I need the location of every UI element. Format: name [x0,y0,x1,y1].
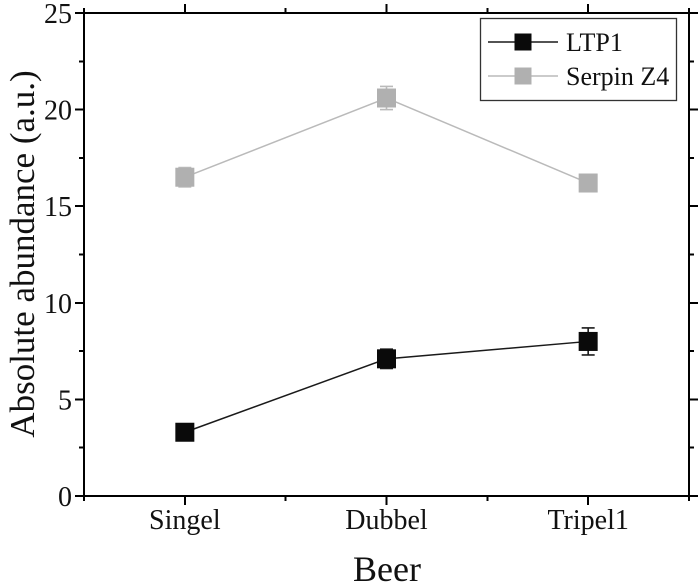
x-category-label: Singel [149,505,221,536]
x-category-label: Tripel1 [547,505,628,536]
data-point-ltp1-singel [175,422,195,442]
x-category-label: Dubbel [345,505,428,536]
y-tick-label: 25 [44,0,72,30]
legend-box [479,17,678,102]
y-axis-title: Absolute abundance (a.u.) [3,70,42,437]
legend-marker-serpin-z4 [514,67,532,85]
data-point-ltp1-dubbel [377,349,396,369]
data-point-serpin-z4-singel [175,167,195,187]
legend-item-serpin-z4: Serpin Z4 [488,62,669,91]
legend-label-ltp1: LTP1 [566,28,623,57]
legend: LTP1 Serpin Z4 [479,17,678,102]
y-tick-label: 15 [44,192,72,223]
data-point-serpin-z4-dubbel [377,88,396,108]
plot-area: 0 5 10 15 20 25 Singel Dubbel Tripel1 [44,0,698,536]
y-tick-label: 20 [44,96,72,127]
x-axis-title: Beer [353,549,421,588]
legend-label-serpin-z4: Serpin Z4 [566,62,669,91]
legend-marker-ltp1 [514,33,532,51]
y-tick-label: 0 [58,482,72,513]
y-tick-label: 5 [58,385,72,416]
series-line-serpin-z4 [184,97,589,184]
data-point-serpin-z4-tripel1 [578,173,598,193]
data-point-ltp1-tripel1 [578,331,598,351]
y-tick-label: 10 [44,289,72,320]
legend-item-ltp1: LTP1 [488,28,623,57]
